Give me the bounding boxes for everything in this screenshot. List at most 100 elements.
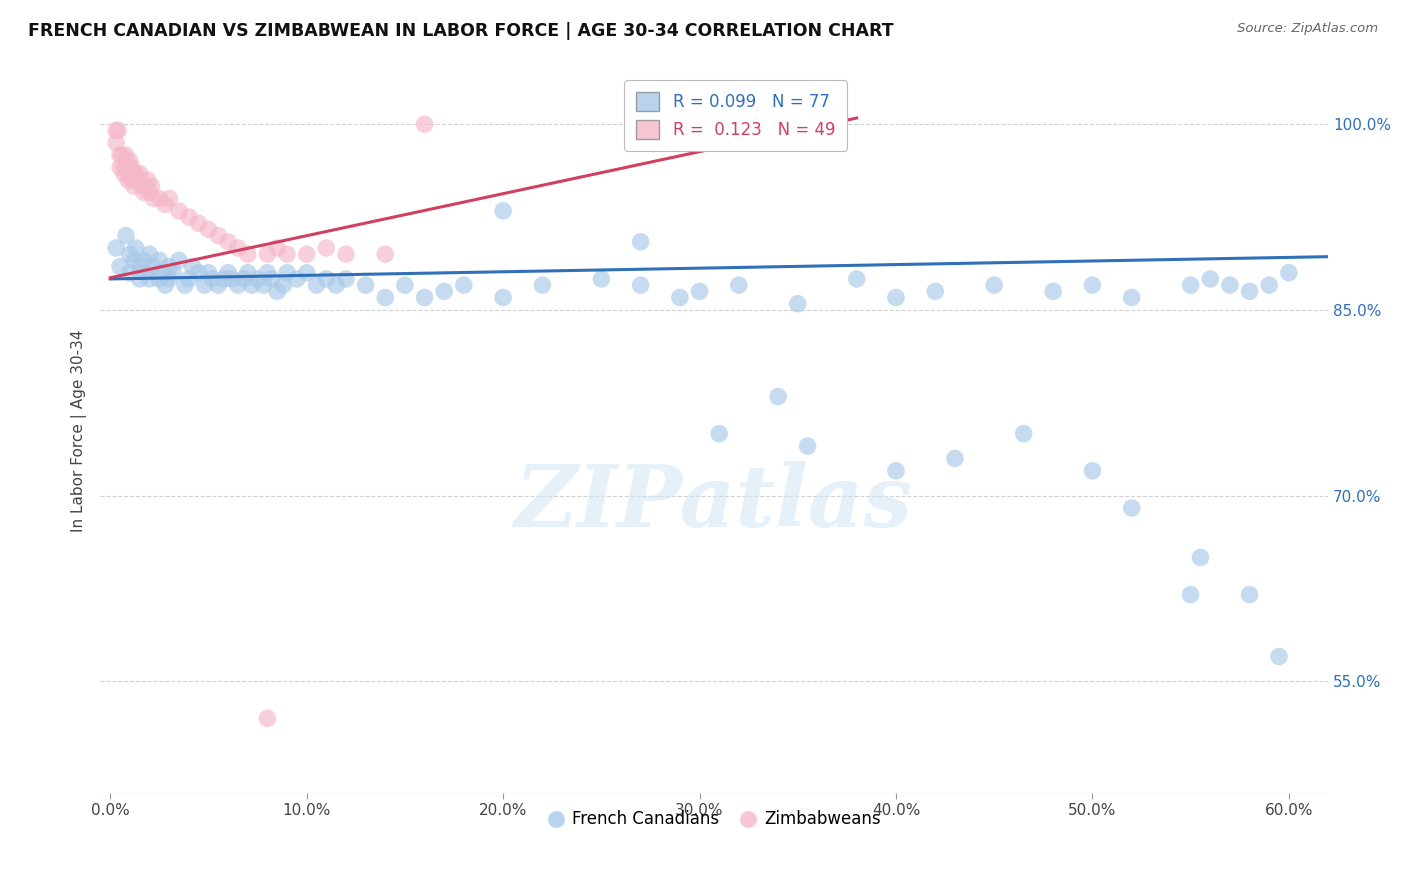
Point [121, 173, 143, 187]
Point [148, 272, 170, 286]
Point [669, 291, 692, 305]
Point [1239, 588, 1261, 602]
Point [138, 272, 160, 286]
Point [256, 247, 278, 261]
Text: FRENCH CANADIAN VS ZIMBABWEAN IN LABOR FORCE | AGE 30-34 CORRELATION CHART: FRENCH CANADIAN VS ZIMBABWEAN IN LABOR F… [28, 22, 894, 40]
Point [148, 253, 170, 268]
Point [1239, 285, 1261, 299]
Point [325, 278, 347, 293]
Point [135, 179, 157, 194]
Point [1081, 278, 1104, 293]
Point [630, 235, 652, 249]
Point [181, 260, 204, 274]
Point [155, 278, 177, 293]
Point [177, 210, 200, 224]
Point [796, 439, 818, 453]
Point [122, 179, 145, 194]
Point [122, 167, 145, 181]
Point [1081, 464, 1104, 478]
Point [531, 278, 554, 293]
Point [1121, 291, 1143, 305]
Point [138, 247, 160, 261]
Point [786, 296, 808, 310]
Point [354, 278, 377, 293]
Point [131, 179, 153, 194]
Point [138, 186, 160, 200]
Point [155, 197, 177, 211]
Point [142, 192, 165, 206]
Point [266, 241, 288, 255]
Point [240, 278, 263, 293]
Point [374, 247, 396, 261]
Point [413, 117, 436, 131]
Point [221, 272, 243, 286]
Point [1042, 285, 1064, 299]
Point [118, 154, 141, 169]
Point [201, 272, 224, 286]
Point [492, 291, 515, 305]
Point [394, 278, 416, 293]
Point [118, 266, 141, 280]
Point [117, 161, 139, 175]
Point [1189, 550, 1212, 565]
Point [1278, 266, 1301, 280]
Point [177, 272, 200, 286]
Point [1012, 426, 1035, 441]
Point [167, 253, 190, 268]
Point [152, 266, 174, 280]
Point [252, 278, 274, 293]
Text: ZIPatlas: ZIPatlas [515, 461, 914, 545]
Point [285, 272, 308, 286]
Point [305, 278, 328, 293]
Point [157, 192, 180, 206]
Point [112, 167, 135, 181]
Point [121, 161, 143, 175]
Point [118, 247, 141, 261]
Point [127, 173, 149, 187]
Point [271, 278, 294, 293]
Point [105, 241, 128, 255]
Point [142, 260, 165, 274]
Point [115, 148, 138, 162]
Point [492, 203, 515, 218]
Point [315, 241, 337, 255]
Point [260, 272, 283, 286]
Point [132, 186, 155, 200]
Point [413, 291, 436, 305]
Point [236, 247, 259, 261]
Point [108, 148, 131, 162]
Point [167, 203, 190, 218]
Point [374, 291, 396, 305]
Point [115, 161, 138, 175]
Point [136, 173, 159, 187]
Point [122, 253, 145, 268]
Point [118, 167, 141, 181]
Point [105, 123, 128, 137]
Point [162, 266, 184, 280]
Point [148, 192, 170, 206]
Point [157, 272, 180, 286]
Point [125, 241, 148, 255]
Point [197, 266, 219, 280]
Point [187, 266, 209, 280]
Point [157, 260, 180, 274]
Legend: French Canadians, Zimbabweans: French Canadians, Zimbabweans [541, 804, 887, 835]
Point [689, 285, 711, 299]
Point [207, 278, 229, 293]
Point [132, 253, 155, 268]
Point [315, 272, 337, 286]
Point [108, 260, 131, 274]
Point [226, 278, 249, 293]
Point [232, 272, 254, 286]
Point [141, 179, 163, 194]
Point [335, 272, 357, 286]
Point [226, 241, 249, 255]
Point [207, 228, 229, 243]
Point [128, 272, 150, 286]
Point [117, 173, 139, 187]
Point [983, 278, 1005, 293]
Point [630, 278, 652, 293]
Point [709, 426, 731, 441]
Point [256, 266, 278, 280]
Point [115, 228, 138, 243]
